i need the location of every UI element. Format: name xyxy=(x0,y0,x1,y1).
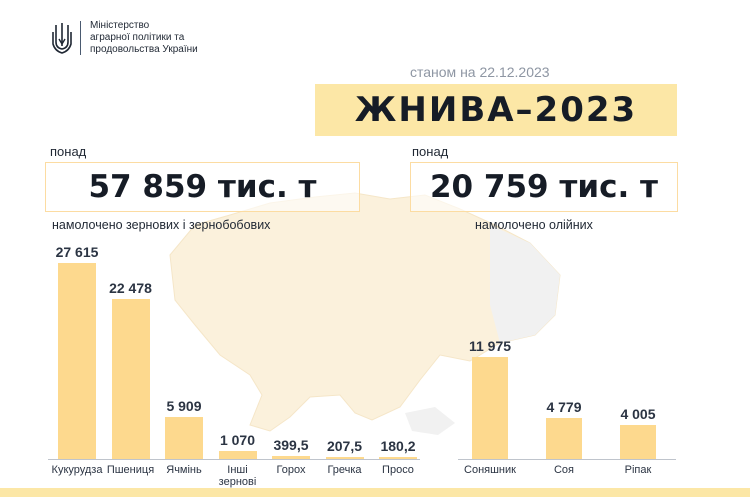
category-label-5: Гречка xyxy=(327,464,362,476)
oilseed-total-box: 20 759 тис. т xyxy=(410,162,678,212)
page-title: ЖНИВА–2023 xyxy=(354,90,638,130)
bar-0 xyxy=(472,357,508,459)
bar-5 xyxy=(325,457,364,459)
title-banner: ЖНИВА–2023 xyxy=(315,84,677,136)
x-axis-line xyxy=(48,459,420,460)
bar-2 xyxy=(620,424,656,459)
x-axis-line xyxy=(458,459,676,460)
ministry-line-3: продовольства України xyxy=(90,44,198,55)
bottom-band xyxy=(0,488,750,497)
category-label-2: Ріпак xyxy=(624,464,652,476)
grain-caption: намолочено зернових і зернобобових xyxy=(52,218,271,232)
trident-emblem-icon xyxy=(52,23,72,54)
category-label-4: Горох xyxy=(276,464,306,476)
category-label-6: Просо xyxy=(382,464,414,476)
value-label-1: 4 779 xyxy=(546,399,582,416)
value-label-4: 399,5 xyxy=(273,437,309,454)
grain-total: 57 859 тис. т xyxy=(88,169,317,205)
value-label-2: 4 005 xyxy=(620,405,656,422)
bar-1 xyxy=(111,299,150,459)
value-label-5: 207,5 xyxy=(326,438,363,454)
value-label-6: 180,2 xyxy=(380,438,416,454)
value-label-0: 27 615 xyxy=(55,244,99,260)
category-label-0: Соняшник xyxy=(464,464,516,476)
value-label-1: 22 478 xyxy=(109,280,152,297)
as-of-date: станом на 22.12.2023 xyxy=(410,64,550,80)
ministry-line-2: аграрної політики та xyxy=(90,32,185,43)
bar-2 xyxy=(165,417,203,459)
bar-3 xyxy=(218,451,257,459)
category-label-0: Кукурудза xyxy=(51,464,103,476)
bar-0 xyxy=(58,263,96,459)
category-label-1: Соя xyxy=(553,464,575,476)
ukraine-map-background xyxy=(169,192,561,435)
ministry-header: Міністерство аграрної політики та продов… xyxy=(52,20,198,56)
ministry-line-1: Міністерство xyxy=(90,20,150,31)
grain-prefix: понад xyxy=(50,144,87,159)
grain-total-box: 57 859 тис. т xyxy=(45,162,360,212)
category-label-1: Пшениця xyxy=(106,464,155,476)
value-label-3: 1 070 xyxy=(219,432,256,449)
header-divider xyxy=(80,21,81,55)
ministry-name: Міністерство аграрної політики та продов… xyxy=(90,20,198,56)
category-label-2: Ячмінь xyxy=(166,464,202,476)
oilseed-prefix: понад xyxy=(412,144,449,159)
oilseed-total: 20 759 тис. т xyxy=(429,169,659,205)
bar-4 xyxy=(272,456,310,459)
oilseed-caption: намолочено олійних xyxy=(475,218,593,232)
category-label-3: Інші зернові xyxy=(218,464,257,488)
value-label-0: 11 975 xyxy=(468,338,512,354)
value-label-2: 5 909 xyxy=(166,398,202,415)
bar-1 xyxy=(546,418,582,459)
bar-6 xyxy=(379,457,417,459)
